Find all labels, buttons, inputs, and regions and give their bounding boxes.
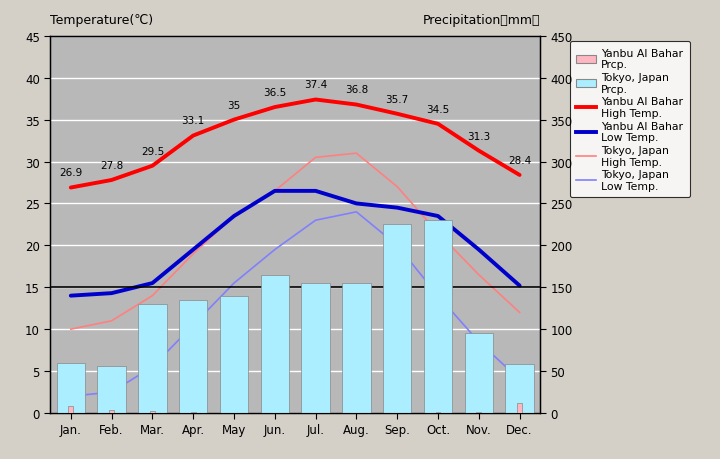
Text: 27.8: 27.8 [100,161,123,171]
Text: 34.5: 34.5 [426,105,449,114]
Bar [150,411,155,413]
Bar [423,221,452,413]
Bar [464,334,493,413]
Text: 29.5: 29.5 [141,146,164,157]
Bar [220,296,248,413]
Legend: Yanbu Al Bahar
Prcp., Tokyo, Japan
Prcp., Yanbu Al Bahar
High Temp., Yanbu Al Ba: Yanbu Al Bahar Prcp., Tokyo, Japan Prcp.… [570,42,690,198]
Text: Precipitation（mm）: Precipitation（mm） [423,14,540,27]
Bar [68,406,73,413]
Bar [138,304,167,413]
Bar [517,403,522,413]
Text: 35.7: 35.7 [386,95,409,105]
Bar [383,225,412,413]
Bar [191,412,196,413]
Bar [302,284,330,413]
Bar [342,284,371,413]
Bar [477,412,481,413]
Bar [179,300,207,413]
Bar [57,363,85,413]
Text: 36.5: 36.5 [264,88,287,98]
Text: 28.4: 28.4 [508,156,531,166]
Text: Temperature(℃): Temperature(℃) [50,14,153,27]
Bar [109,411,114,413]
Text: 37.4: 37.4 [304,80,327,90]
Text: 36.8: 36.8 [345,85,368,95]
Text: 35: 35 [228,101,240,110]
Text: 33.1: 33.1 [181,116,204,126]
Bar [436,412,441,413]
Bar [97,366,126,413]
Text: 26.9: 26.9 [59,168,82,178]
Bar [505,364,534,413]
Bar [261,275,289,413]
Text: 31.3: 31.3 [467,131,490,141]
